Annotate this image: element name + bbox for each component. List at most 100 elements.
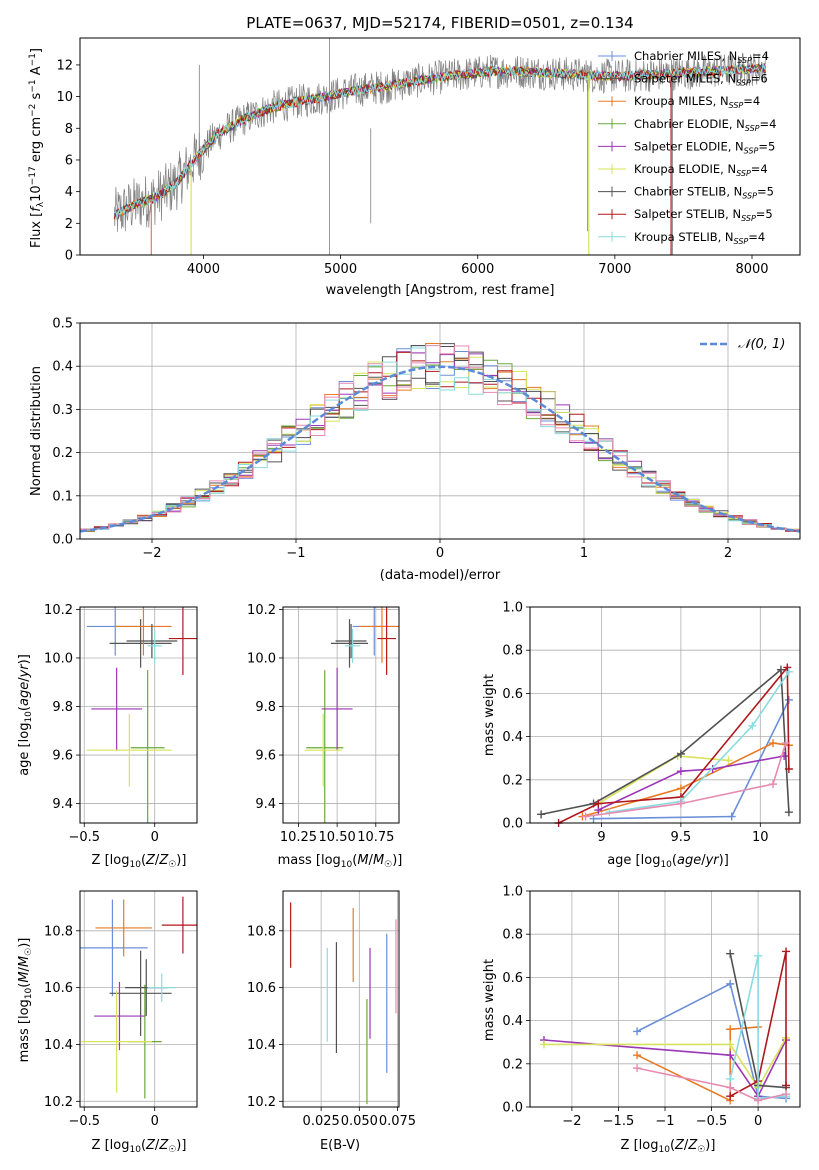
- age-vs-Z-y-label: age [log10(age/yr)]: [17, 654, 34, 776]
- age-vs-mass-x-tick-label: 10.50: [319, 830, 356, 845]
- mass-weight-vs-age-x-tick-label: 10: [752, 830, 769, 845]
- mass-vs-Z-y-label: mass [log10(M/M☉)]: [17, 938, 34, 1063]
- residuals-panel: −2 −1 0 1 2 0.0 0.1 0.2 0.3 0.4 0.5 𝒩(0, 1) (data-…: [29, 317, 801, 583]
- mass-weight-vs-Z-x-tick-label: −0.5: [696, 1114, 728, 1129]
- spectrum-y-tick-label: 0: [65, 249, 73, 264]
- mass-weight-point: [676, 767, 685, 776]
- residuals-x-label: (data-model)/error: [380, 568, 501, 583]
- mass-vs-Z-y-tick-label: 10.8: [44, 924, 73, 939]
- mass-weight-point: [726, 979, 735, 988]
- mass-weight-vs-age-frame: [529, 606, 801, 824]
- model-spectrum-line: [113, 62, 767, 221]
- mass-weight-point: [784, 667, 793, 676]
- mass-weight-vs-age-y-tick-label: 0.0: [502, 817, 523, 832]
- mass-vs-EBV-y-tick-label: 10.6: [247, 981, 276, 996]
- age-vs-mass-x-label: mass [log10(M/M☉)]: [278, 853, 403, 870]
- mass-weight-point: [633, 1027, 642, 1036]
- mass-weight-Z-x-label: Z [log10(Z/Z☉)]: [621, 1138, 716, 1155]
- mass-weight-vs-Z-y-tick-label: 0.2: [502, 1057, 523, 1072]
- mass-weight-point: [726, 1025, 735, 1034]
- mass-weight-point: [537, 810, 546, 819]
- age-vs-mass-frame: [282, 606, 400, 824]
- mass-vs-Z-y-tick-label: 10.4: [44, 1038, 73, 1053]
- spectrum-y-tick-label: 8: [65, 122, 73, 137]
- legend-entry: Salpeter STELIB, NSSP=5: [634, 207, 773, 223]
- spectrum-y-tick-label: 10: [56, 90, 73, 105]
- mass-weight-vs-age-y-tick-label: 0.2: [502, 773, 523, 788]
- mass-weight-point: [783, 663, 792, 672]
- residuals-y-tick-label: 0.2: [52, 446, 73, 461]
- spectrum-y-tick-label: 4: [65, 185, 73, 200]
- mass-weight-point: [726, 1092, 735, 1101]
- residuals-x-tick-label: −2: [142, 546, 161, 561]
- mass-weight-vs-age-y-tick-label: 0.8: [502, 644, 523, 659]
- mass-weight-point: [581, 812, 590, 821]
- age-vs-mass-y-tick-label: 9.4: [255, 797, 276, 812]
- age-vs-Z-y-tick-label: 9.8: [52, 700, 73, 715]
- mass-weight-vs-Z-y-tick-label: 0.8: [502, 928, 523, 943]
- spectrum-x-tick-label: 4000: [187, 262, 220, 277]
- residuals-x-tick-label: 1: [580, 546, 588, 561]
- mass-weight-point: [782, 947, 791, 956]
- model-spectrum-line: [114, 63, 767, 219]
- mass-vs-EBV-y-tick-label: 10.8: [247, 924, 276, 939]
- mass-weight-point: [781, 739, 790, 748]
- age-vs-Z-x-tick-label: −0.5: [68, 830, 100, 845]
- mass-vs-Z-x-tick-label: 0: [151, 1114, 159, 1129]
- mass-vs-EBV-frame: [282, 890, 400, 1108]
- mass-weight-vs-Z-x-tick-label: 0: [754, 1114, 762, 1129]
- residuals-y-label: Normed distribution: [29, 366, 44, 496]
- age-vs-mass-y-tick-label: 10.2: [247, 603, 276, 618]
- mass-weight-point: [784, 765, 793, 773]
- legend-entry: Kroupa MILES, NSSP=4: [634, 94, 760, 110]
- mass-weight-vs-age-x-tick-label: 9: [597, 830, 605, 845]
- spectrum-x-tick-label: 5000: [324, 262, 357, 277]
- mass-weight-series-line: [544, 1037, 787, 1090]
- mass-weight-point: [726, 1040, 735, 1049]
- mass-vs-Z-x-tick-label: −0.5: [68, 1114, 100, 1129]
- mass-weight-point: [676, 784, 685, 793]
- spectrum-frame: [79, 37, 801, 256]
- spectrum-legend: Chabrier MILES, NSSP=4 Salpeter MILES, NS…: [598, 49, 776, 246]
- mass-weight-point: [676, 799, 685, 808]
- legend-entry: Chabrier STELIB, NSSP=5: [634, 185, 774, 201]
- legend-entry: Salpeter ELODIE, NSSP=5: [634, 139, 775, 155]
- spectrum-x-tick-label: 7000: [598, 262, 631, 277]
- age-vs-Z-y-tick-label: 10.2: [44, 603, 73, 618]
- mass-weight-series-line: [597, 755, 785, 811]
- gauss-legend-label: 𝒩(0, 1): [738, 337, 785, 352]
- mass-weight-point: [539, 1040, 548, 1049]
- mass-weight-Z-y-label: mass weight: [482, 959, 497, 1041]
- mass-vs-Z-y-tick-label: 10.6: [44, 981, 73, 996]
- mass-weight-series-line: [543, 1039, 787, 1098]
- mass-weight-series-line: [636, 1067, 787, 1102]
- mass-weight-vs-Z-y-tick-label: 0.6: [502, 971, 523, 986]
- residuals-y-tick-label: 0.1: [52, 489, 73, 504]
- mass-weight-point: [748, 721, 757, 730]
- residuals-legend: 𝒩(0, 1): [700, 337, 785, 352]
- mass-weight-point: [633, 1064, 642, 1073]
- mass-weight-point: [754, 951, 763, 960]
- mass-weight-point: [769, 739, 777, 748]
- spectrum-y-label: Flux [fλ10−17 erg cm−2 s−1 A−1]: [28, 48, 46, 248]
- mass-weight-vs-Z-panel: −2 −1.5 −1 −0.5 0 0.0 0.2 0.4 0.6 0.8 1.0: [502, 885, 801, 1129]
- mass-weight-point: [784, 808, 793, 817]
- legend-entry: Salpeter MILES, NSSP=6: [634, 72, 768, 88]
- spectrum-y-tick-label: 6: [65, 153, 73, 168]
- mass-vs-EBV-panel: 0.025 0.050 0.075 10.2 10.4 10.6 10.8: [247, 890, 416, 1129]
- age-vs-Z-y-tick-label: 9.4: [52, 797, 73, 812]
- spectrum-panel: 4000 5000 6000 7000 8000 0 2 4 6 8 10 12 Chabrier M…: [28, 37, 801, 298]
- age-vs-mass-y-tick-label: 9.6: [255, 749, 276, 764]
- age-vs-Z-x-label: Z [log10(Z/Z☉)]: [92, 853, 187, 870]
- mass-weight-point: [708, 765, 717, 773]
- mass-weight-point: [727, 812, 736, 821]
- age-vs-mass-y-tick-label: 9.8: [255, 700, 276, 715]
- residuals-y-tick-label: 0.4: [52, 360, 73, 375]
- residuals-x-tick-label: 0: [436, 546, 444, 561]
- mass-vs-EBV-y-tick-label: 10.4: [247, 1038, 276, 1053]
- age-vs-Z-x-tick-label: 0: [151, 830, 159, 845]
- mass-weight-vs-Z-x-tick-label: −2: [562, 1114, 581, 1129]
- mass-weight-point: [724, 756, 733, 765]
- mass-weight-point: [754, 1096, 763, 1105]
